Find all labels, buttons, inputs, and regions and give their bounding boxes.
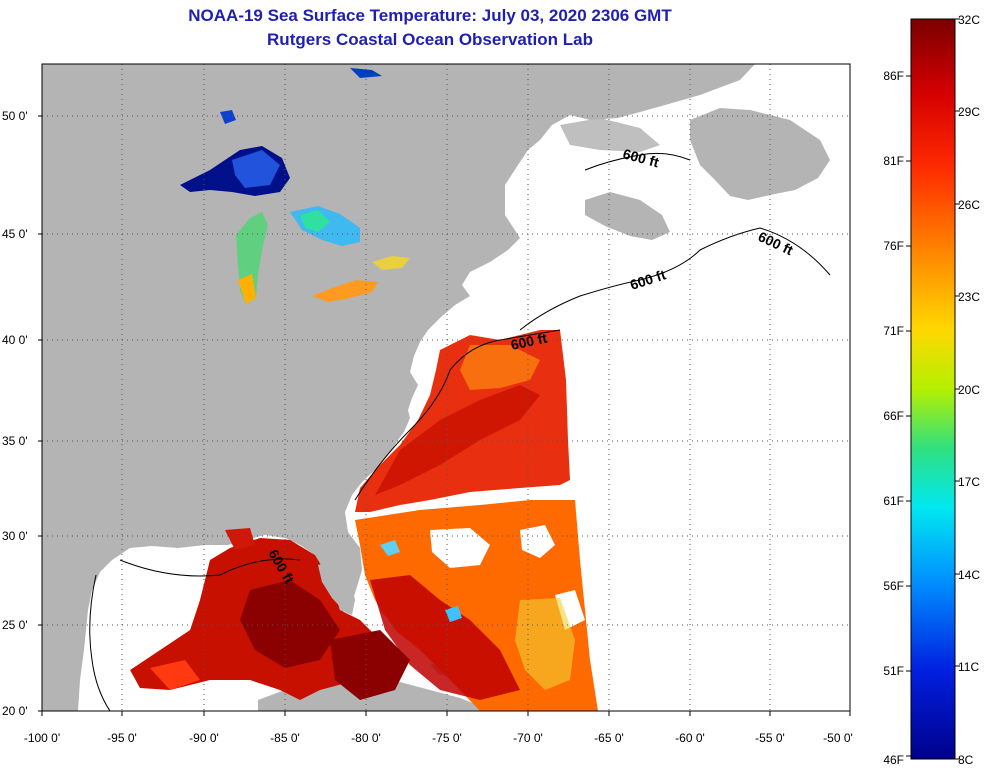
colorbar-f-81: 81F [883,154,904,168]
lon-tick-95: -95 0' [107,731,137,745]
colorbar-f-51: 51F [883,664,904,678]
lat-tick-40: 40 0' [2,333,28,347]
lon-tick-80: -80 0' [351,731,381,745]
colorbar-c-23: 23C [958,290,980,304]
lake-ontario [372,256,410,270]
colorbar-c-20: 20C [958,383,980,397]
plot-border [41,63,851,712]
colorbar-c-26: 26C [958,198,980,212]
colorbar-c-17: 17C [958,475,980,489]
land-mass [42,64,755,711]
colorbar-f-46: 46F [883,753,904,767]
colorbar-c-29: 29C [958,105,980,119]
lon-tick-65: -65 0' [594,731,624,745]
lake-erie [312,280,378,302]
lon-tick-90: -90 0' [189,731,219,745]
lon-tick-60: -60 0' [675,731,705,745]
colorbar-f-61: 61F [883,494,904,508]
lon-tick-70: -70 0' [513,731,543,745]
lon-tick-50: -50 0' [823,731,853,745]
contour-600ft [89,152,831,711]
lat-tick-35: 35 0' [2,434,28,448]
contour-label-4: 600 ft [509,330,548,353]
colorbar-f-76: 76F [883,239,904,253]
colorbar-c-8: 8C [958,753,974,767]
lon-tick-85: -85 0' [270,731,300,745]
lon-tick-55: -55 0' [755,731,785,745]
colorbar-c-32: 32C [958,13,980,27]
colorbar-c-14: 14C [958,568,980,582]
lat-tick-20: 20 0' [2,704,28,718]
colorbar-f-86: 86F [883,69,904,83]
colorbar-f-71: 71F [883,324,904,338]
lat-tick-50: 50 0' [2,109,28,123]
map-subtitle: Rutgers Coastal Ocean Observation Lab [267,30,593,49]
map-title: NOAA-19 Sea Surface Temperature: July 03… [188,6,672,25]
lon-tick-100: -100 0' [24,731,60,745]
lat-tick-30: 30 0' [2,529,28,543]
lat-tick-45: 45 0' [2,227,28,241]
colorbar [910,18,956,760]
colorbar-c-11: 11C [958,660,979,674]
colorbar-f-66: 66F [883,409,904,423]
lon-tick-75: -75 0' [432,731,462,745]
colorbar-f-56: 56F [883,579,904,593]
lat-tick-25: 25 0' [2,618,28,632]
